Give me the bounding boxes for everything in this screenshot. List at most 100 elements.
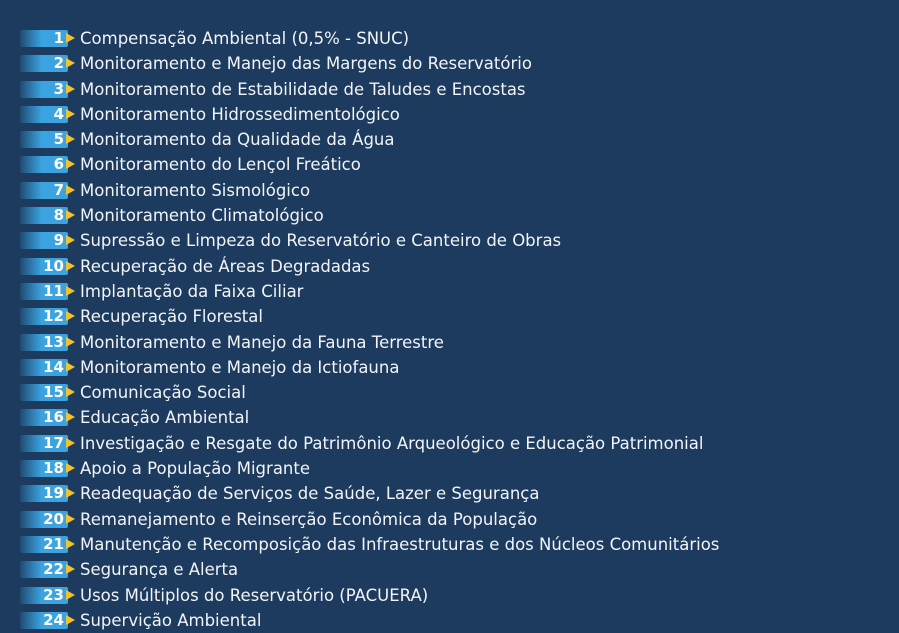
number-badge — [20, 409, 68, 427]
list-item: 6 Monitoramento do Lençol Freático — [0, 152, 899, 177]
item-number: 24 — [43, 610, 64, 629]
item-label: Investigação e Resgate do Patrimônio Arq… — [80, 433, 704, 453]
list-item: 14 Monitoramento e Manejo da Ictiofauna — [0, 355, 899, 380]
number-badge — [20, 586, 68, 604]
arrow-icon — [66, 83, 75, 94]
item-label: Apoio a População Migrante — [80, 459, 311, 479]
item-number: 18 — [43, 459, 64, 478]
list-item: 11 Implantação da Faixa Ciliar — [0, 279, 899, 304]
list-item: 18 Apoio a População Migrante — [0, 456, 899, 481]
list-item: 9 Supressão e Limpeza do Reservatório e C… — [0, 228, 899, 253]
number-badge — [20, 207, 68, 225]
item-number: 2 — [53, 54, 64, 73]
item-label: Implantação da Faixa Ciliar — [80, 281, 304, 301]
item-number: 20 — [43, 509, 64, 528]
list-item: 19 Readequação de Serviços de Saúde, Laze… — [0, 481, 899, 506]
item-label: Monitoramento Sismológico — [80, 180, 311, 200]
number-badge — [20, 156, 68, 174]
item-number: 14 — [43, 357, 64, 376]
item-number: 12 — [43, 307, 64, 326]
item-label: Supressão e Limpeza do Reservatório e Ca… — [80, 231, 562, 251]
arrow-icon — [66, 235, 75, 246]
arrow-icon — [66, 387, 75, 398]
list-item: 8 Monitoramento Climatológico — [0, 203, 899, 228]
arrow-icon — [66, 33, 75, 43]
item-number: 15 — [43, 383, 64, 402]
arrow-icon — [66, 285, 75, 296]
item-number: 13 — [43, 332, 64, 351]
number-badge — [20, 308, 68, 326]
arrow-icon — [66, 134, 75, 145]
arrow-icon — [66, 159, 75, 170]
item-number: 22 — [43, 560, 64, 579]
arrow-icon — [66, 311, 75, 322]
item-number: 7 — [53, 180, 64, 199]
item-label: Remanejamento e Reinserção Econômica da … — [80, 509, 538, 529]
list-item: 21 Manutenção e Recomposição das Infraest… — [0, 532, 899, 557]
item-label: Monitoramento Hidrossedimentológico — [80, 104, 400, 124]
item-number: 6 — [53, 155, 64, 174]
item-label: Segurança e Alerta — [80, 560, 239, 580]
item-number: 16 — [43, 408, 64, 427]
number-badge — [20, 55, 68, 73]
number-badge — [20, 105, 68, 123]
arrow-icon — [66, 184, 75, 195]
item-label: Recuperação Florestal — [80, 307, 263, 327]
arrow-icon — [66, 614, 75, 625]
list-item: 17 Investigação e Resgate do Patrimônio A… — [0, 431, 899, 456]
item-label: Monitoramento da Qualidade da Água — [80, 130, 395, 150]
list-item: 23 Usos Múltiplos do Reservatório (PACUER… — [0, 583, 899, 608]
list-item: 7 Monitoramento Sismológico — [0, 178, 899, 203]
list-item: 4 Monitoramento Hidrossedimentológico — [0, 102, 899, 127]
number-badge — [20, 535, 68, 553]
number-badge — [20, 561, 68, 579]
list-item: 3 Monitoramento de Estabilidade de Talude… — [0, 77, 899, 102]
item-number: 1 — [53, 29, 64, 47]
item-number: 23 — [43, 585, 64, 604]
number-badge — [20, 358, 68, 376]
item-number: 17 — [43, 433, 64, 452]
number-badge — [20, 30, 68, 47]
item-number: 9 — [53, 231, 64, 250]
item-number: 3 — [53, 79, 64, 98]
number-badge — [20, 80, 68, 98]
number-badge — [20, 181, 68, 199]
number-badge — [20, 257, 68, 275]
list-item: 5 Monitoramento da Qualidade da Água — [0, 127, 899, 152]
number-badge — [20, 611, 68, 629]
arrow-icon — [66, 412, 75, 423]
list-item: 22 Segurança e Alerta — [0, 557, 899, 582]
arrow-icon — [66, 210, 75, 221]
list-item: 12 Recuperação Florestal — [0, 304, 899, 329]
list-item: 15 Comunicação Social — [0, 380, 899, 405]
arrow-icon — [66, 260, 75, 271]
item-label: Comunicação Social — [80, 383, 246, 403]
number-badge — [20, 485, 68, 503]
item-number: 19 — [43, 484, 64, 503]
item-label: Monitoramento Climatológico — [80, 206, 324, 226]
number-badge — [20, 434, 68, 452]
program-list: 1 Compensação Ambiental (0,5% - SNUC) 2 Mon… — [0, 26, 899, 633]
item-label: Monitoramento e Manejo das Margens do Re… — [80, 54, 532, 74]
item-number: 21 — [43, 534, 64, 553]
number-badge — [20, 131, 68, 149]
arrow-icon — [66, 513, 75, 524]
list-item: 13 Monitoramento e Manejo da Fauna Terres… — [0, 330, 899, 355]
item-label: Monitoramento e Manejo da Fauna Terrestr… — [80, 332, 444, 352]
arrow-icon — [66, 108, 75, 119]
item-label: Readequação de Serviços de Saúde, Lazer … — [80, 484, 540, 504]
arrow-icon — [66, 58, 75, 69]
list-item: 20 Remanejamento e Reinserção Econômica d… — [0, 507, 899, 532]
item-label: Monitoramento de Estabilidade de Taludes… — [80, 79, 526, 99]
item-label: Manutenção e Recomposição das Infraestru… — [80, 534, 720, 554]
item-number: 10 — [43, 256, 64, 275]
item-number: 5 — [53, 130, 64, 149]
item-label: Educação Ambiental — [80, 408, 250, 428]
list-item: 1 Compensação Ambiental (0,5% - SNUC) — [0, 26, 899, 51]
list-item: 10 Recuperação de Áreas Degradadas — [0, 254, 899, 279]
number-badge — [20, 333, 68, 351]
item-number: 8 — [53, 206, 64, 225]
arrow-icon — [66, 361, 75, 372]
number-badge — [20, 510, 68, 528]
